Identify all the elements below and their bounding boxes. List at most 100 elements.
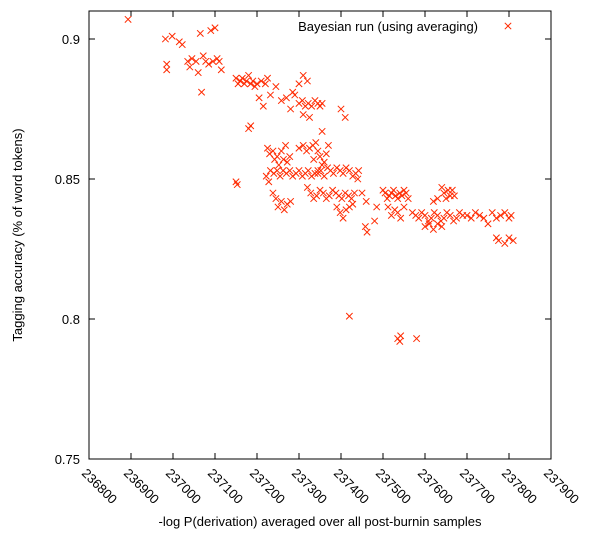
data-point — [276, 172, 284, 180]
data-point — [291, 91, 299, 99]
data-point — [325, 192, 333, 200]
data-point — [339, 169, 347, 177]
data-point — [434, 220, 442, 228]
data-point — [273, 153, 281, 161]
data-point — [163, 60, 171, 68]
data-point — [317, 167, 325, 175]
y-tick-label: 0.85 — [55, 172, 80, 187]
data-point — [265, 178, 273, 186]
data-point — [259, 102, 267, 110]
y-axis-title: Tagging accuracy (% of word tokens) — [10, 128, 25, 341]
data-point — [463, 211, 471, 219]
data-point — [425, 220, 433, 228]
data-point — [299, 71, 307, 79]
data-point — [497, 211, 505, 219]
data-point — [413, 335, 421, 343]
data-point — [320, 172, 328, 180]
data-point — [397, 214, 405, 222]
data-point — [400, 203, 408, 211]
data-point — [232, 74, 240, 82]
data-point — [507, 211, 515, 219]
x-tick-label: 237600 — [415, 466, 456, 507]
data-point — [211, 24, 219, 32]
data-point — [389, 186, 398, 194]
data-point — [255, 94, 263, 102]
data-point — [484, 220, 492, 228]
data-point — [337, 105, 345, 113]
y-tick-label: 0.75 — [55, 452, 80, 467]
data-point — [396, 337, 404, 345]
data-point — [215, 57, 223, 65]
data-point — [310, 155, 318, 163]
data-point — [282, 94, 290, 102]
data-point — [355, 167, 363, 175]
y-ticks: 0.75 0.8 0.85 0.9 — [55, 32, 551, 467]
data-point — [262, 172, 270, 180]
data-point — [163, 66, 171, 74]
data-point — [329, 169, 337, 177]
x-tick-label: 237400 — [331, 466, 372, 507]
data-point — [341, 113, 349, 121]
data-point — [233, 181, 241, 189]
data-point — [404, 195, 412, 203]
data-point — [320, 158, 328, 166]
data-point — [324, 141, 332, 149]
data-point — [295, 80, 303, 88]
data-points — [124, 15, 517, 345]
data-point — [318, 127, 326, 135]
data-point — [303, 77, 311, 85]
data-point — [442, 195, 450, 203]
data-point — [280, 206, 288, 214]
data-point — [421, 211, 429, 219]
x-tick-label: 236800 — [79, 466, 120, 507]
data-point — [362, 197, 370, 205]
data-point — [314, 147, 322, 155]
data-point — [286, 167, 294, 175]
data-point — [283, 158, 291, 166]
data-point — [209, 57, 217, 65]
data-point — [509, 237, 517, 245]
x-tick-label: 237500 — [373, 466, 414, 507]
data-point — [253, 80, 261, 88]
x-tick-label: 237300 — [289, 466, 330, 507]
legend-label: Bayesian run (using averaging) — [298, 19, 478, 34]
data-point — [488, 209, 496, 217]
data-point — [269, 147, 277, 155]
data-point — [299, 141, 307, 149]
data-point — [429, 197, 437, 205]
data-point — [295, 144, 303, 152]
data-point — [314, 167, 322, 175]
data-point — [238, 74, 246, 82]
data-point — [308, 102, 316, 110]
data-point — [263, 144, 272, 152]
data-point — [279, 155, 288, 163]
data-point — [205, 60, 213, 68]
data-point — [277, 97, 285, 105]
data-point — [358, 189, 366, 197]
data-point — [272, 195, 280, 203]
data-point — [501, 239, 509, 247]
data-point — [354, 175, 362, 183]
data-point — [349, 200, 357, 208]
data-point — [373, 203, 381, 211]
data-point — [402, 189, 410, 197]
data-point — [448, 186, 456, 194]
data-point — [384, 203, 392, 211]
data-point — [178, 41, 186, 49]
data-point — [275, 161, 283, 169]
data-point — [350, 189, 358, 197]
data-point — [295, 167, 303, 175]
data-point — [261, 80, 269, 88]
data-point — [269, 189, 277, 197]
data-point — [452, 214, 461, 222]
data-point — [304, 167, 312, 175]
data-point — [397, 332, 405, 340]
data-point — [282, 141, 290, 149]
legend: Bayesian run (using averaging) — [298, 19, 512, 34]
data-point — [161, 35, 169, 43]
data-point — [263, 74, 272, 82]
plot-frame — [88, 10, 552, 460]
data-point — [492, 214, 500, 222]
x-axis-title: -log P(derivation) averaged over all pos… — [159, 514, 482, 529]
